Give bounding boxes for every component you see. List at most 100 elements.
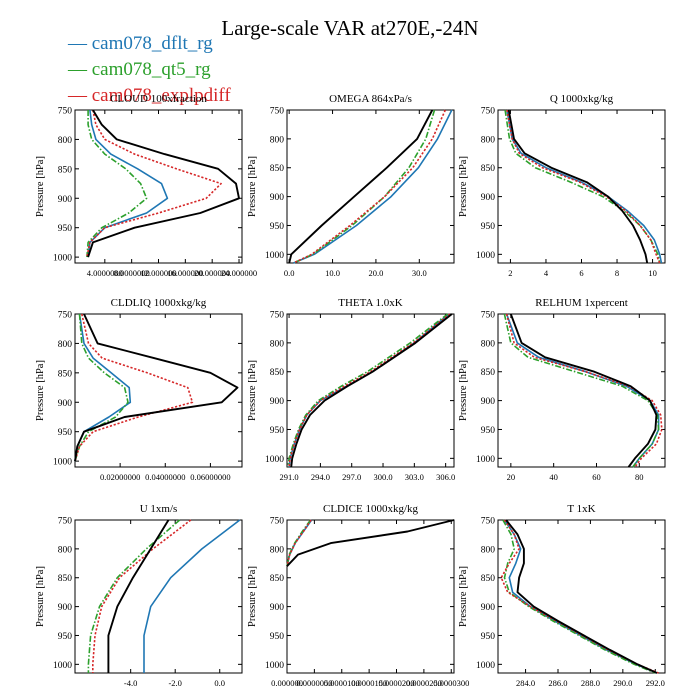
- y-axis-label: Pressure [hPa]: [458, 156, 469, 217]
- series-line-cam078_explpdiff: [74, 313, 194, 462]
- y-tick-label: 800: [270, 545, 285, 555]
- x-tick-label: 0.0000100: [324, 678, 360, 688]
- y-axis-label: Pressure [hPa]: [247, 566, 258, 627]
- y-tick-label: 950: [270, 222, 285, 232]
- panel-title: CLOUD 100xfraction: [110, 93, 207, 105]
- series-line-cam078_explpdiff: [92, 519, 192, 673]
- y-tick-label: 1000: [53, 254, 72, 264]
- y-tick-label: 850: [481, 164, 496, 174]
- y-axis-label: Pressure [hPa]: [35, 360, 46, 421]
- x-tick-label: 0.0000050: [296, 678, 332, 688]
- y-tick-label: 850: [270, 164, 285, 174]
- y-tick-label: 800: [481, 339, 496, 349]
- y-tick-label: 750: [481, 517, 496, 527]
- panel-frame: [497, 519, 666, 674]
- panel-title: CLDICE 1000xkg/kg: [323, 503, 419, 515]
- x-tick-label: 0.06000000: [190, 472, 230, 482]
- y-tick-label: 850: [270, 574, 285, 584]
- series-line-cam078_qt5_rg: [504, 109, 661, 264]
- y-tick-label: 1000: [53, 661, 72, 671]
- y-tick-label: 900: [481, 193, 496, 203]
- y-axis-label: Pressure [hPa]: [247, 156, 258, 217]
- y-tick-label: 900: [481, 603, 496, 613]
- x-tick-label: 60: [592, 472, 601, 482]
- series-line-reference: [107, 519, 170, 673]
- x-tick-label: 0.04000000: [145, 472, 185, 482]
- series-line-cam078_explpdiff: [293, 109, 447, 264]
- x-tick-label: 4: [544, 268, 549, 278]
- series-line-cam078_dflt_rg: [286, 519, 313, 567]
- y-tick-label: 750: [270, 311, 285, 321]
- y-tick-label: 950: [58, 632, 73, 642]
- x-tick-label: 80: [635, 472, 644, 482]
- panel-frame: [497, 313, 666, 468]
- y-axis-label: Pressure [hPa]: [458, 360, 469, 421]
- y-tick-label: 850: [58, 369, 73, 379]
- y-tick-label: 900: [58, 603, 73, 613]
- panel-title: U 1xm/s: [140, 503, 178, 515]
- x-tick-label: 0.0: [284, 268, 295, 278]
- panel-title: CLDLIQ 1000xkg/kg: [111, 297, 207, 309]
- y-tick-label: 850: [58, 574, 73, 584]
- series-line-cam078_explpdiff: [500, 519, 659, 674]
- y-tick-label: 950: [58, 428, 73, 438]
- series-line-reference: [87, 109, 240, 258]
- y-tick-label: 1000: [476, 251, 495, 261]
- x-tick-label: 294.0: [311, 472, 330, 482]
- panel-title: THETA 1.0xK: [338, 297, 403, 309]
- series-line-cam078_qt5_rg: [287, 313, 449, 468]
- y-tick-label: 950: [58, 224, 73, 234]
- y-tick-label: 900: [270, 397, 285, 407]
- x-tick-label: 30.0: [412, 268, 427, 278]
- x-tick-label: 306.0: [436, 472, 455, 482]
- y-tick-label: 800: [270, 339, 285, 349]
- panel-frame: [286, 519, 455, 674]
- x-tick-label: 288.0: [581, 678, 600, 688]
- x-tick-label: 0.0: [214, 678, 225, 688]
- y-tick-label: 1000: [265, 455, 284, 465]
- series-line-cam078_dflt_rg: [143, 519, 241, 673]
- x-tick-label: 0.0000150: [351, 678, 387, 688]
- legend-entry-dflt: — cam078_dflt_rg: [68, 33, 213, 54]
- series-line-cam078_qt5_rg: [87, 519, 181, 673]
- panel-title: T 1xK: [567, 503, 595, 515]
- y-axis-label: Pressure [hPa]: [458, 566, 469, 627]
- series-line-cam078_qt5_rg: [503, 313, 660, 468]
- panel-frame: [74, 519, 243, 674]
- x-tick-label: 20.000000: [194, 268, 230, 278]
- series-line-reference: [505, 519, 658, 674]
- series-line-reference: [507, 109, 649, 264]
- series-line-reference: [509, 313, 658, 468]
- x-tick-label: 303.0: [405, 472, 424, 482]
- x-tick-label: 300.0: [373, 472, 392, 482]
- x-tick-label: 2: [508, 268, 512, 278]
- y-tick-label: 900: [58, 399, 73, 409]
- figure-title: Large-scale VAR at270E,-24N: [221, 16, 479, 40]
- x-tick-label: 0.0000300: [433, 678, 469, 688]
- y-tick-label: 1000: [476, 455, 495, 465]
- y-tick-label: 750: [481, 311, 496, 321]
- series-line-cam078_qt5_rg: [86, 110, 148, 258]
- series-line-reference: [288, 109, 434, 264]
- x-tick-label: 8.0000000: [114, 268, 150, 278]
- x-tick-label: 20.0: [368, 268, 383, 278]
- series-line-cam078_dflt_rg: [503, 519, 658, 674]
- series-line-cam078_explpdiff: [288, 313, 451, 468]
- x-tick-label: 290.0: [613, 678, 632, 688]
- y-tick-label: 750: [481, 107, 496, 117]
- y-axis-label: Pressure [hPa]: [35, 156, 46, 217]
- y-tick-label: 1000: [265, 661, 284, 671]
- panel-frame: [286, 313, 455, 468]
- series-line-cam078_explpdiff: [506, 109, 661, 264]
- panel-frame: [74, 313, 243, 468]
- y-tick-label: 850: [481, 368, 496, 378]
- y-tick-label: 800: [481, 135, 496, 145]
- y-tick-label: 1000: [476, 661, 495, 671]
- x-tick-label: 291.0: [280, 472, 299, 482]
- series-line-reference: [286, 519, 455, 567]
- panel-title: RELHUM 1xpercent: [535, 297, 628, 309]
- y-tick-label: 800: [481, 545, 496, 555]
- series-line-cam078_explpdiff: [286, 519, 312, 567]
- y-tick-label: 800: [270, 135, 285, 145]
